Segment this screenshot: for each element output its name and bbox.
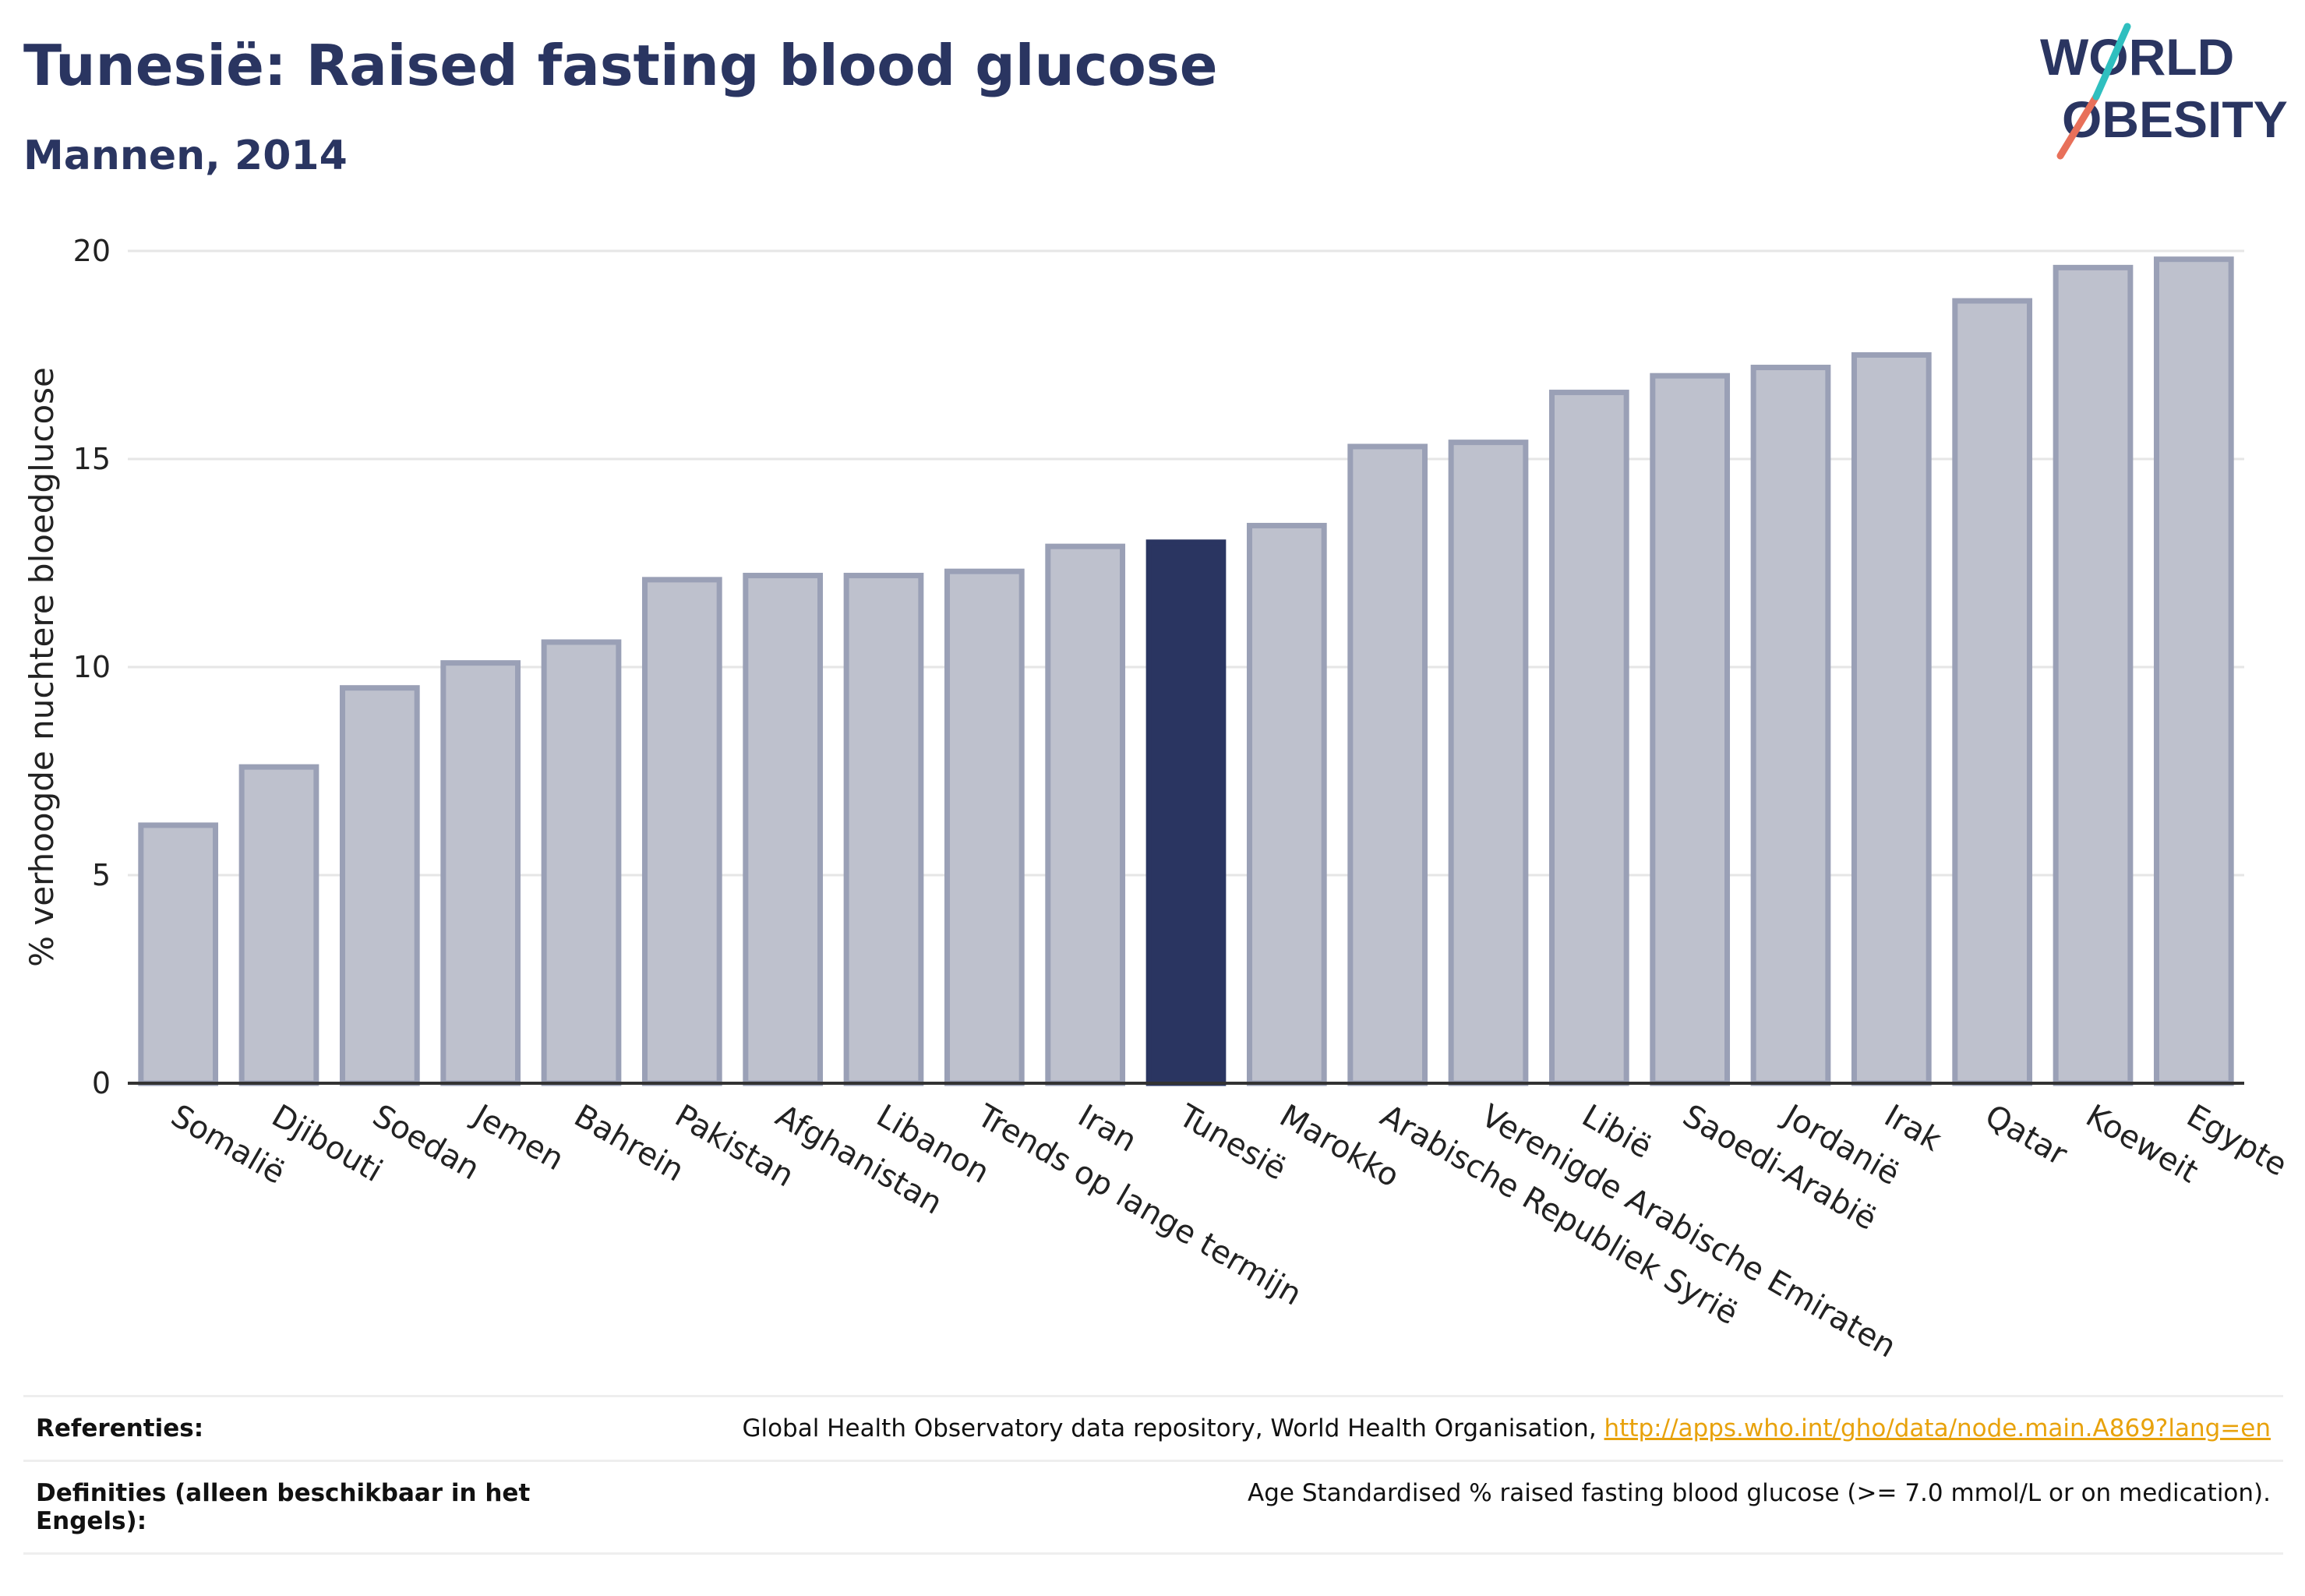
y-axis-label: % verhoogde nuchtere bloedglucose [23,367,61,967]
references-label: Referenties: [23,1395,547,1462]
x-tick-label: Jemen [465,1096,570,1178]
bar [1952,298,2033,1086]
bar [1246,522,1327,1086]
bar [843,573,924,1086]
bar [238,764,319,1086]
definitions-label: Definities (alleen beschikbaar in het En… [23,1460,547,1555]
y-tick-label: 15 [73,442,111,476]
bar [2153,256,2234,1086]
bar [138,822,219,1086]
svg-text:WORLD: WORLD [2040,28,2234,86]
bar [1045,543,1126,1086]
references-link[interactable]: http://apps.who.int/gho/data/node.main.A… [1604,1414,2271,1442]
references-text: Global Health Observatory data repositor… [742,1414,1604,1442]
x-tick-label: Soedan [366,1098,485,1188]
x-tick-label: Qatar [1979,1098,2074,1173]
definitions-value: Age Standardised % raised fasting blood … [547,1460,2283,1555]
bar [2053,264,2134,1086]
y-tick-label: 20 [73,234,111,268]
world-obesity-logo: WORLD OBESITY [2040,23,2288,160]
chart-title: Tunesië: Raised fasting blood glucose [23,33,1218,98]
x-tick-label: Somalië [165,1098,291,1192]
bar [743,573,824,1086]
bar [1851,352,1932,1086]
bar [339,685,420,1086]
y-tick-label: 0 [92,1066,111,1100]
references-value: Global Health Observatory data repositor… [547,1395,2283,1462]
references-table: Referenties: Global Health Observatory d… [23,1395,2283,1555]
bar [944,568,1025,1086]
bar [641,577,722,1086]
bar [541,639,622,1086]
bar [1347,443,1428,1086]
bar [1750,365,1831,1086]
definitions-row: Definities (alleen beschikbaar in het En… [23,1460,2283,1555]
y-tick-label: 10 [73,650,111,684]
bar [1448,440,1529,1086]
bar [1650,373,1731,1086]
svg-text:OBESITY: OBESITY [2062,90,2288,148]
bar [440,660,521,1086]
x-tick-label: Egypte [2180,1098,2293,1184]
bar-highlight [1145,539,1227,1086]
bar-chart: 0 5 10 15 20 SomaliëDjiboutiSoedanJemenBahrei… [23,234,2293,1365]
x-tick-label: Djibouti [266,1098,388,1189]
x-tick-label: Iran [1072,1098,1143,1160]
x-tick-label: Bahrein [568,1098,690,1189]
bar [1548,390,1629,1086]
x-tick-label: Tunesië [1172,1097,1292,1187]
x-tick-label: Koeweit [2080,1098,2204,1191]
x-tick-label: Irak [1878,1098,1947,1159]
references-row: Referenties: Global Health Observatory d… [23,1395,2283,1462]
y-tick-label: 5 [92,858,111,892]
chart-subtitle: Mannen, 2014 [23,132,348,179]
